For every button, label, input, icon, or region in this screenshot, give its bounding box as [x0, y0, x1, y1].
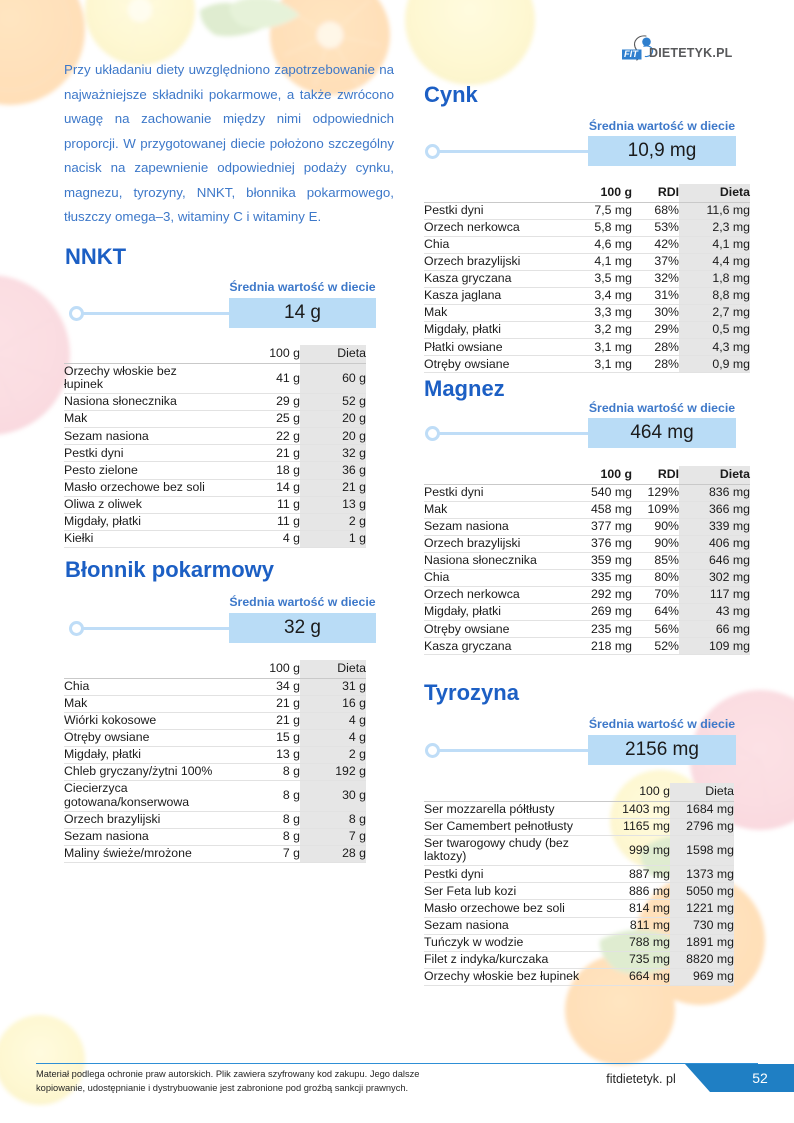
svg-text:DIETETYK.PL: DIETETYK.PL	[649, 46, 733, 60]
svg-text:FIT: FIT	[624, 49, 639, 59]
